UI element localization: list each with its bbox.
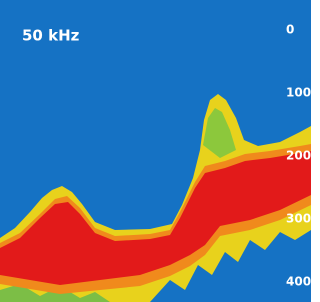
depth-label: 200 — [286, 149, 311, 163]
frequency-label: 50 kHz — [22, 27, 80, 45]
sonar-screen: 50 kHz 0 100 200 300 400 — [0, 0, 311, 302]
depth-label: 400 — [286, 275, 311, 289]
depth-label: 100 — [286, 86, 311, 100]
depth-label: 0 — [286, 23, 294, 37]
depth-label: 300 — [286, 212, 311, 226]
